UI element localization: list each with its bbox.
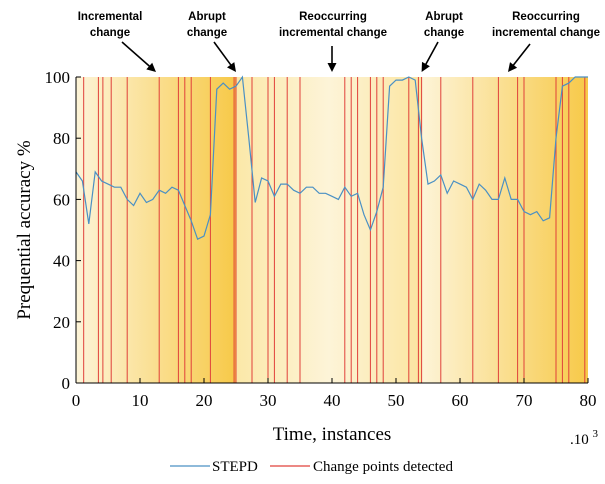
annotation-4-arrow-shaft <box>511 43 531 68</box>
x-tick-label-6: 60 <box>452 391 469 410</box>
series-group <box>75 75 588 241</box>
change-points <box>83 77 586 383</box>
annotation-1: Abrupt change <box>187 11 236 72</box>
x-multiplier-exponent: 3 <box>593 428 599 440</box>
annotation-3-arrow-shaft <box>423 41 439 68</box>
annotation-0: Incremental change <box>78 11 156 72</box>
x-tick-label-8: 80 <box>580 391 597 410</box>
y-axis-label: Prequential accuracy % <box>14 140 35 320</box>
annotation-4-line-1: incremental change <box>492 27 600 39</box>
annotation-0-line-1: change <box>90 27 130 39</box>
annotation-1-line-0: Abrupt <box>188 11 226 23</box>
annotation-1-arrow-head <box>227 62 236 72</box>
legend: STEPD Change points detected <box>170 459 453 475</box>
x-tick-label-7: 70 <box>516 391 533 410</box>
annotation-4-line-0: Reoccurring <box>512 11 580 23</box>
background-band-1 <box>236 77 422 383</box>
x-axis-label: Time, instances <box>273 424 392 445</box>
annotation-2: Reoccurring incremental change <box>279 11 387 72</box>
x-tick-label-4: 40 <box>324 391 341 410</box>
background-band-0 <box>76 77 236 383</box>
y-tick-label-2: 40 <box>53 252 70 271</box>
x-multiplier-label: .10 3 <box>570 428 599 448</box>
y-tick-label-5: 100 <box>45 68 71 87</box>
annotation-3-line-1: change <box>424 27 464 39</box>
y-tick-label-1: 20 <box>53 313 70 332</box>
annotation-1-arrow-shaft <box>213 41 234 68</box>
legend-label-stepd: STEPD <box>212 459 258 475</box>
annotation-4: Reoccurring incremental change <box>492 11 600 72</box>
x-ticks: 0 10 20 30 40 50 60 70 80 <box>72 378 597 410</box>
annotation-2-arrow-head <box>327 63 337 72</box>
y-ticks: 0 20 40 60 80 100 <box>45 68 81 393</box>
background-band-2 <box>421 77 588 383</box>
background-bands <box>76 77 588 383</box>
annotation-2-line-0: Reoccurring <box>299 11 367 23</box>
annotation-0-line-0: Incremental <box>78 11 143 23</box>
annotation-3: Abrupt change <box>421 11 464 72</box>
y-tick-label-3: 60 <box>53 190 70 209</box>
legend-label-change-points: Change points detected <box>313 459 453 475</box>
x-multiplier-base: .10 <box>570 432 589 448</box>
x-tick-label-1: 10 <box>132 391 149 410</box>
x-tick-label-3: 30 <box>260 391 277 410</box>
y-tick-label-4: 80 <box>53 129 70 148</box>
annotation-2-line-1: incremental change <box>279 27 387 39</box>
annotation-4-arrow-head <box>508 62 518 72</box>
annotation-0-arrow-shaft <box>121 41 153 69</box>
annotations: Incremental change Abrupt change Reoccurring… <box>78 11 600 72</box>
x-tick-label-2: 20 <box>196 391 213 410</box>
series-line-0 <box>75 75 588 241</box>
x-tick-label-0: 0 <box>72 391 81 410</box>
annotation-0-arrow-head <box>146 62 156 72</box>
annotation-3-line-0: Abrupt <box>425 11 463 23</box>
annotation-3-arrow-head <box>421 61 430 72</box>
x-tick-label-5: 50 <box>388 391 405 410</box>
annotation-1-line-1: change <box>187 27 227 39</box>
y-tick-label-0: 0 <box>62 374 71 393</box>
